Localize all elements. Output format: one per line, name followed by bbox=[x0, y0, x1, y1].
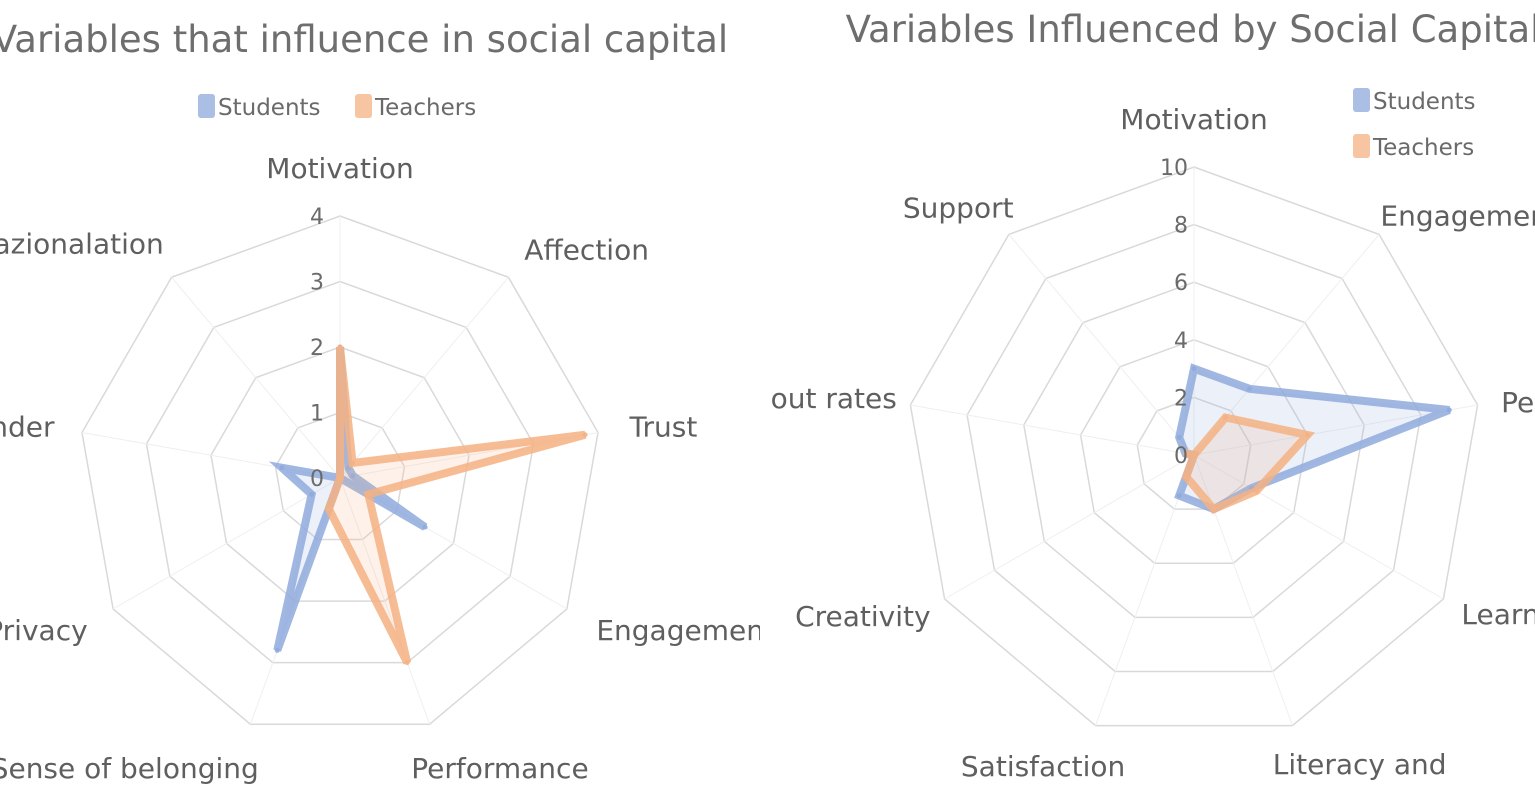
tick-label: 2 bbox=[310, 336, 324, 361]
axis-label: Internazionalation bbox=[0, 227, 164, 260]
axis-label: Motivation bbox=[1120, 103, 1267, 136]
axis-label: Literacy andlinguistic bbox=[1273, 748, 1447, 785]
series-students-point bbox=[274, 647, 280, 653]
tick-label: 8 bbox=[1174, 214, 1188, 239]
series-teachers-area bbox=[324, 346, 587, 665]
radar-chart-influence: Variables that influence in social capit… bbox=[0, 0, 760, 785]
tick-label: 4 bbox=[310, 205, 324, 230]
series-teachers-point bbox=[1222, 414, 1228, 420]
tick-label: 3 bbox=[310, 271, 324, 296]
legend-label-students: Students bbox=[1373, 89, 1476, 115]
tick-label: 2 bbox=[1174, 386, 1188, 411]
chart-title: Variables that influence in social capit… bbox=[0, 18, 728, 61]
tick-label: 4 bbox=[1174, 329, 1188, 354]
axis-label: Performance bbox=[1501, 386, 1535, 419]
series-teachers-point bbox=[1253, 488, 1259, 494]
radar-chart-influenced-svg: Variables Influenced by Social Capital S… bbox=[770, 8, 1535, 785]
axis-label: Droup out rates bbox=[770, 382, 897, 415]
tick-label: 6 bbox=[1174, 271, 1188, 296]
grid-ring bbox=[909, 166, 1479, 727]
axis-label: Engagement bbox=[596, 614, 760, 647]
legend: Students Teachers bbox=[1353, 88, 1476, 161]
axis-label: Affection bbox=[524, 233, 649, 266]
radar-chart-influence-svg: Variables that influence in social capit… bbox=[0, 18, 760, 785]
legend-swatch-teachers bbox=[1353, 134, 1370, 158]
tick-label: 0 bbox=[1174, 444, 1188, 469]
series-students-point bbox=[422, 524, 428, 530]
grid-spoke bbox=[1008, 234, 1195, 456]
grid-ring bbox=[210, 346, 470, 602]
grid-ring bbox=[966, 223, 1422, 673]
legend-swatch-teachers bbox=[355, 94, 372, 118]
legend-swatch-students bbox=[1353, 88, 1370, 112]
axis-label: Sense of belonging bbox=[0, 752, 259, 785]
grid-ring bbox=[1136, 396, 1252, 510]
tick-label: 1 bbox=[310, 402, 324, 427]
axis-label: Creativity bbox=[795, 600, 931, 633]
grid-spoke bbox=[112, 477, 341, 610]
series-teachers-point bbox=[1211, 506, 1217, 512]
grid-ring bbox=[145, 280, 535, 664]
grid-spoke bbox=[944, 454, 1195, 600]
series-teachers-point bbox=[1304, 432, 1310, 438]
radar-ticks: 0 2 4 6 8 10 bbox=[1160, 156, 1188, 469]
grid-spoke bbox=[339, 276, 509, 479]
grid-spoke bbox=[171, 276, 341, 479]
legend: Students Teachers bbox=[198, 94, 476, 121]
axis-label: Gender bbox=[0, 411, 55, 444]
series-students-point bbox=[1446, 407, 1452, 413]
series-students-area bbox=[268, 346, 428, 652]
axis-label: Trust bbox=[629, 411, 698, 444]
series-teachers-point bbox=[337, 344, 343, 350]
series-students-point bbox=[1191, 366, 1197, 372]
radar-chart-influenced: Variables Influenced by Social Capital S… bbox=[770, 0, 1535, 785]
axis-label: Support bbox=[903, 191, 1014, 224]
axis-label: Motivation bbox=[266, 152, 413, 185]
legend-label-students: Students bbox=[218, 95, 321, 121]
series-students-point bbox=[279, 465, 285, 471]
series-students-point bbox=[309, 491, 315, 497]
grid-spoke bbox=[1095, 454, 1195, 726]
series-teachers-point bbox=[350, 460, 356, 466]
chart-title: Variables Influenced by Social Capital bbox=[846, 8, 1535, 51]
series-students-point bbox=[1176, 493, 1182, 499]
radar-axis-labels: Motivation Affection Trust Engagement Perfor… bbox=[0, 152, 760, 785]
axis-label: Learning bbox=[1461, 598, 1535, 631]
axis-label: Performance bbox=[411, 752, 588, 785]
grid-spoke bbox=[910, 404, 1195, 456]
grid-ring bbox=[1079, 339, 1309, 565]
grid-spoke bbox=[339, 477, 431, 725]
radar-series bbox=[1174, 363, 1452, 514]
series-teachers-point bbox=[1183, 474, 1189, 480]
series-teachers-point bbox=[337, 475, 343, 481]
series-teachers-point bbox=[1191, 452, 1197, 458]
axis-label: Engagement bbox=[1380, 199, 1535, 232]
series-teachers-point bbox=[1182, 450, 1188, 456]
legend-swatch-students bbox=[198, 94, 215, 118]
axis-label: Privacy bbox=[0, 614, 88, 647]
legend-label-teachers: Teachers bbox=[374, 95, 476, 121]
grid-ring bbox=[81, 215, 599, 725]
tick-label: 0 bbox=[310, 467, 324, 492]
radar-series bbox=[268, 344, 588, 666]
series-teachers-point bbox=[404, 660, 410, 666]
axis-label: Satisfaction bbox=[961, 750, 1125, 783]
grid-spoke bbox=[1193, 454, 1444, 600]
grid-ring bbox=[1023, 281, 1365, 619]
series-teachers-point bbox=[326, 506, 332, 512]
series-students-point bbox=[1176, 434, 1182, 440]
series-teachers-point bbox=[365, 491, 371, 497]
radar-grid bbox=[909, 166, 1479, 727]
series-students-point bbox=[350, 473, 356, 479]
tick-label: 10 bbox=[1160, 156, 1188, 181]
radar-ticks: 0 1 2 3 4 bbox=[310, 205, 324, 492]
legend-label-teachers: Teachers bbox=[1372, 135, 1474, 161]
series-students-area bbox=[1174, 363, 1451, 514]
radar-axis-labels: Motivation Engagement Performance Learning L… bbox=[770, 103, 1535, 785]
series-teachers-point bbox=[582, 432, 588, 438]
series-students-point bbox=[1247, 386, 1253, 392]
